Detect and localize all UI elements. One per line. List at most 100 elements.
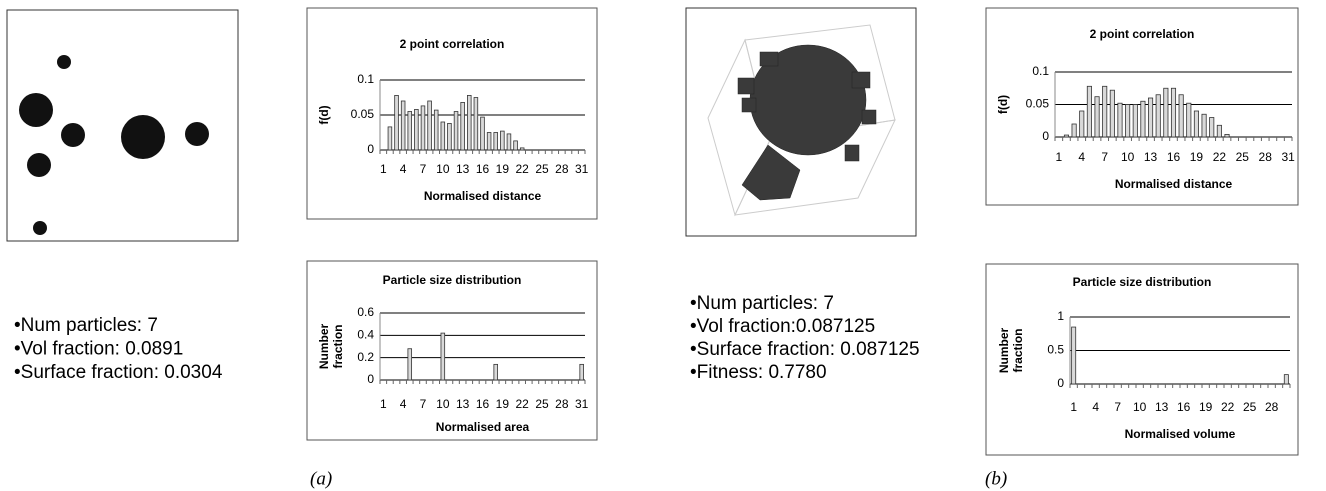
bar — [1063, 134, 1070, 138]
bar — [1216, 124, 1222, 138]
bar — [1125, 104, 1131, 138]
stat-line: •Surface fraction: 0.087125 — [690, 339, 920, 360]
particle-image-2d — [6, 9, 239, 242]
bar — [1102, 85, 1108, 138]
y-tick-label: 1 — [1057, 309, 1064, 323]
particle — [33, 221, 47, 235]
bar — [433, 109, 439, 151]
x-tick-label: 28 — [1265, 400, 1279, 414]
bar — [440, 121, 446, 151]
bar — [1170, 87, 1177, 138]
x-axis-label: Normalised area — [436, 420, 530, 434]
x-tick-label: 19 — [1190, 150, 1204, 164]
y-axis-label: f(d) — [317, 105, 331, 124]
voxel-cluster — [737, 44, 877, 201]
voxel — [861, 109, 877, 125]
x-tick-label: 25 — [535, 397, 549, 411]
bar — [447, 123, 452, 151]
x-tick-label: 22 — [1221, 400, 1235, 414]
stat-line: •Num particles: 7 — [14, 315, 158, 336]
bar — [387, 126, 393, 151]
x-tick-label: 16 — [476, 397, 490, 411]
y-tick-label: 0.5 — [1047, 343, 1064, 357]
x-tick-label: 31 — [1281, 150, 1295, 164]
stat-line: •Num particles: 7 — [690, 293, 834, 314]
bar — [407, 111, 413, 151]
x-tick-label: 1 — [1055, 150, 1062, 164]
x-tick-label: 19 — [1199, 400, 1213, 414]
y-axis-label: Number — [997, 328, 1011, 374]
x-tick-label: 31 — [575, 162, 589, 176]
bar — [579, 363, 584, 381]
x-tick-label: 1 — [1070, 400, 1077, 414]
bar — [500, 130, 505, 151]
x-tick-label: 19 — [496, 397, 510, 411]
bar — [486, 132, 492, 151]
x-tick-label: 25 — [1236, 150, 1250, 164]
charts: 2 point correlation Normalised distance f(… — [306, 7, 1299, 456]
bar — [1224, 133, 1230, 138]
bar — [473, 97, 479, 151]
stat-line: •Fitness: 0.7780 — [690, 362, 827, 383]
y-tick-label: 0.1 — [357, 72, 374, 86]
x-tick-label: 25 — [535, 162, 549, 176]
x-tick-label: 7 — [420, 397, 427, 411]
x-tick-label: 4 — [400, 397, 407, 411]
particle — [27, 153, 51, 177]
x-tick-label: 1 — [380, 162, 387, 176]
bar — [480, 116, 485, 151]
chart-title: 2 point correlation — [1090, 27, 1195, 41]
y-tick-label: 0 — [367, 142, 374, 156]
x-tick-label: 4 — [1092, 400, 1099, 414]
bar — [467, 95, 472, 151]
y-axis-label: fraction — [1011, 328, 1025, 372]
x-tick-label: 13 — [1144, 150, 1158, 164]
x-tick-label: 16 — [1167, 150, 1181, 164]
x-tick-label: 28 — [1259, 150, 1273, 164]
chart: 2 point correlation Normalised distance f(… — [985, 7, 1299, 206]
y-tick-label: 0.05 — [351, 107, 375, 121]
voxel — [844, 144, 860, 162]
x-tick-label: 31 — [575, 397, 589, 411]
chart: 2 point correlation Normalised distance f(… — [306, 7, 598, 220]
voxel — [851, 71, 871, 89]
chart-frame — [985, 263, 1299, 456]
x-tick-label: 10 — [436, 162, 450, 176]
chart-frame — [306, 7, 598, 220]
x-tick-label: 13 — [456, 397, 470, 411]
x-tick-label: 19 — [496, 162, 510, 176]
bar — [1178, 94, 1184, 138]
x-tick-label: 25 — [1243, 400, 1257, 414]
bar — [1071, 326, 1077, 385]
bar — [400, 100, 406, 151]
stats: •Num particles: 7 •Vol fraction: 0.0891 •S… — [14, 293, 1007, 489]
stat-line: •Vol fraction: 0.0891 — [14, 339, 183, 360]
bar — [1132, 104, 1138, 138]
y-tick-label: 0.2 — [357, 350, 374, 364]
x-tick-label: 10 — [1121, 150, 1135, 164]
chart-frame — [306, 260, 598, 441]
bar — [453, 111, 459, 151]
y-tick-label: 0 — [1057, 376, 1064, 390]
bar — [1163, 87, 1169, 138]
chart-title: Particle size distribution — [383, 273, 522, 287]
bar — [1209, 117, 1215, 138]
particle — [61, 123, 85, 147]
bar — [420, 105, 426, 151]
bar — [1155, 94, 1161, 138]
x-axis-label: Normalised distance — [1115, 177, 1233, 191]
bar — [1201, 113, 1207, 138]
particle — [185, 122, 209, 146]
x-tick-label: 13 — [1155, 400, 1169, 414]
bar — [519, 147, 525, 151]
chart-title: Particle size distribution — [1073, 275, 1212, 289]
bar — [1140, 100, 1146, 138]
voxel — [741, 97, 757, 113]
x-tick-label: 16 — [1177, 400, 1191, 414]
particle — [121, 115, 165, 159]
bar — [1117, 102, 1123, 138]
bar — [427, 100, 432, 151]
bar — [493, 132, 498, 151]
x-tick-label: 22 — [1213, 150, 1227, 164]
particle-image-3d — [685, 7, 917, 237]
